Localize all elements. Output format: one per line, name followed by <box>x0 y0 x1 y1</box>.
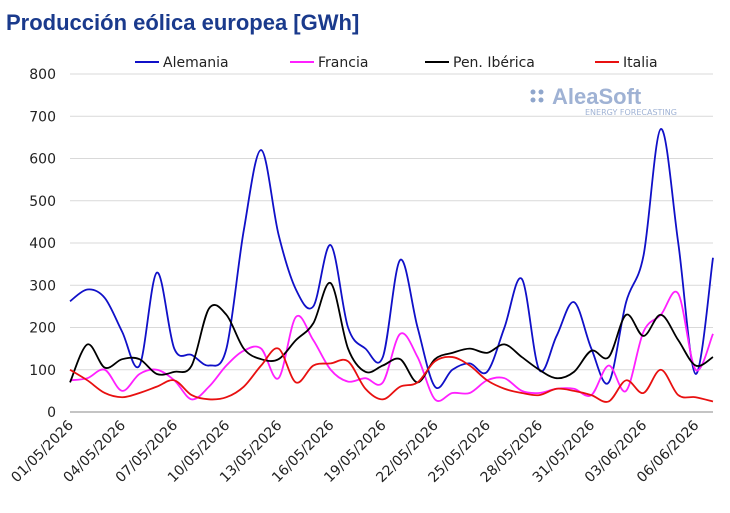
y-tick-label: 200 <box>29 321 56 337</box>
legend-label: Italia <box>623 55 658 71</box>
legend-label: Alemania <box>163 55 229 71</box>
logo-name: AleaSoft <box>552 84 642 109</box>
y-tick-label: 600 <box>29 152 56 168</box>
chart-title: Producción eólica europea [GWh] <box>6 10 359 35</box>
logo-dot <box>530 89 536 95</box>
series-line <box>69 128 714 390</box>
y-tick-label: 800 <box>29 67 56 83</box>
logo-tagline: ENERGY FORECASTING <box>585 108 677 117</box>
series-line <box>69 282 714 384</box>
legend-label: Pen. Ibérica <box>453 55 535 71</box>
logo: AleaSoft ENERGY FORECASTING <box>530 84 677 117</box>
y-tick-label: 300 <box>29 278 56 294</box>
y-tick-label: 0 <box>47 405 56 421</box>
logo-dot <box>538 97 544 103</box>
y-tick-label: 700 <box>29 109 56 125</box>
y-tick-label: 100 <box>29 363 56 379</box>
y-tick-label: 400 <box>29 236 56 252</box>
logo-dot <box>530 97 536 103</box>
legend-label: Francia <box>318 55 368 71</box>
series-line <box>69 290 714 402</box>
series-line <box>69 347 714 403</box>
logo-dot <box>538 89 544 95</box>
y-tick-label: 500 <box>29 194 56 210</box>
